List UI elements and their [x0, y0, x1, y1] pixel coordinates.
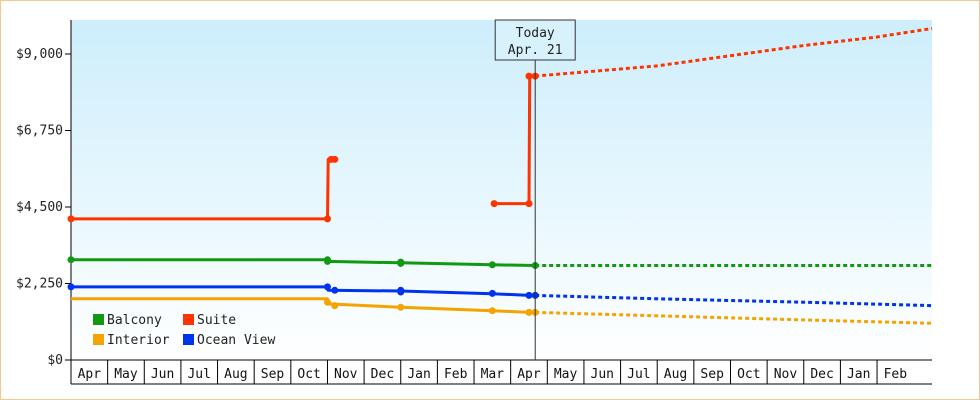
legend: Balcony Suite Interior Ocean View [93, 313, 275, 348]
month-label: Jul [627, 367, 650, 382]
data-point [488, 289, 496, 297]
month-label: Aug [224, 367, 247, 382]
today-marker: Today Apr. 21 [494, 19, 576, 360]
legend-label: Interior [107, 333, 170, 348]
data-point [525, 291, 533, 299]
month-label: Jan [847, 367, 870, 382]
month-label: Apr [517, 367, 541, 382]
data-point [331, 302, 339, 310]
data-point [67, 256, 75, 264]
data-point [323, 298, 331, 306]
series-forecast-line [535, 27, 933, 78]
legend-swatch [93, 334, 104, 345]
month-label: May [554, 367, 578, 382]
data-point [323, 257, 331, 265]
month-label: Dec [371, 367, 394, 382]
today-label: Today [516, 26, 555, 41]
month-label: Jul [187, 367, 210, 382]
y-tick-label: $9,000 [16, 47, 63, 62]
data-point [525, 200, 533, 208]
month-label: Dec [810, 367, 833, 382]
x-axis: Apr May Jun Jul Aug Sep Oct Nov Dec Jan Feb Mar Apr M… [70, 359, 932, 385]
series-suite [67, 27, 933, 223]
month-label: Oct [737, 367, 760, 382]
month-label: Oct [297, 367, 320, 382]
data-point [490, 200, 498, 208]
legend-label: Suite [197, 313, 236, 328]
month-label: Feb [884, 367, 908, 382]
data-point [331, 286, 339, 294]
data-point [323, 283, 331, 291]
plot-area [71, 20, 932, 360]
month-label: Aug [664, 367, 687, 382]
legend-item: Ocean View [183, 333, 275, 348]
series-forecast-line [535, 293, 933, 308]
y-tick-label: $4,500 [16, 200, 63, 215]
today-box [494, 19, 576, 61]
y-tick-label: $6,750 [16, 124, 63, 139]
data-point [525, 72, 533, 80]
data-point [525, 308, 533, 316]
legend-swatch [183, 334, 194, 345]
month-label: Feb [444, 367, 468, 382]
legend-label: Ocean View [197, 333, 275, 348]
data-point [67, 215, 75, 223]
data-point [67, 283, 75, 291]
month-label: Jun [591, 367, 614, 382]
month-label: Sep [700, 367, 724, 382]
month-label: Nov [774, 367, 798, 382]
month-label: Jun [151, 367, 174, 382]
legend-item: Interior [93, 333, 170, 348]
data-point [331, 155, 339, 163]
legend-label: Balcony [107, 313, 162, 328]
data-point [397, 259, 405, 267]
data-point [488, 307, 496, 315]
series-forecast-line [535, 310, 933, 325]
month-label: Jan [407, 367, 430, 382]
month-label: May [114, 367, 138, 382]
series-line [71, 258, 536, 267]
series-interior [71, 297, 933, 325]
month-label: Sep [261, 367, 285, 382]
series-ocean-view [67, 283, 933, 308]
legend-swatch [93, 314, 104, 325]
data-point [323, 215, 331, 223]
y-axis: $0 $2,250 $4,500 $6,750 $9,000 [16, 20, 72, 384]
series-balcony [67, 256, 932, 269]
month-label: Apr [78, 367, 102, 382]
today-date: Apr. 21 [508, 43, 563, 58]
data-point [397, 303, 405, 311]
month-label: Nov [334, 367, 358, 382]
y-tick-label: $2,250 [16, 277, 63, 292]
month-label: Mar [481, 367, 505, 382]
legend-item: Balcony [93, 313, 162, 328]
y-tick-label: $0 [47, 353, 63, 368]
legend-swatch [183, 314, 194, 325]
data-point [488, 261, 496, 269]
series-layer [67, 27, 933, 325]
data-point [397, 288, 405, 296]
legend-item: Suite [183, 313, 236, 328]
